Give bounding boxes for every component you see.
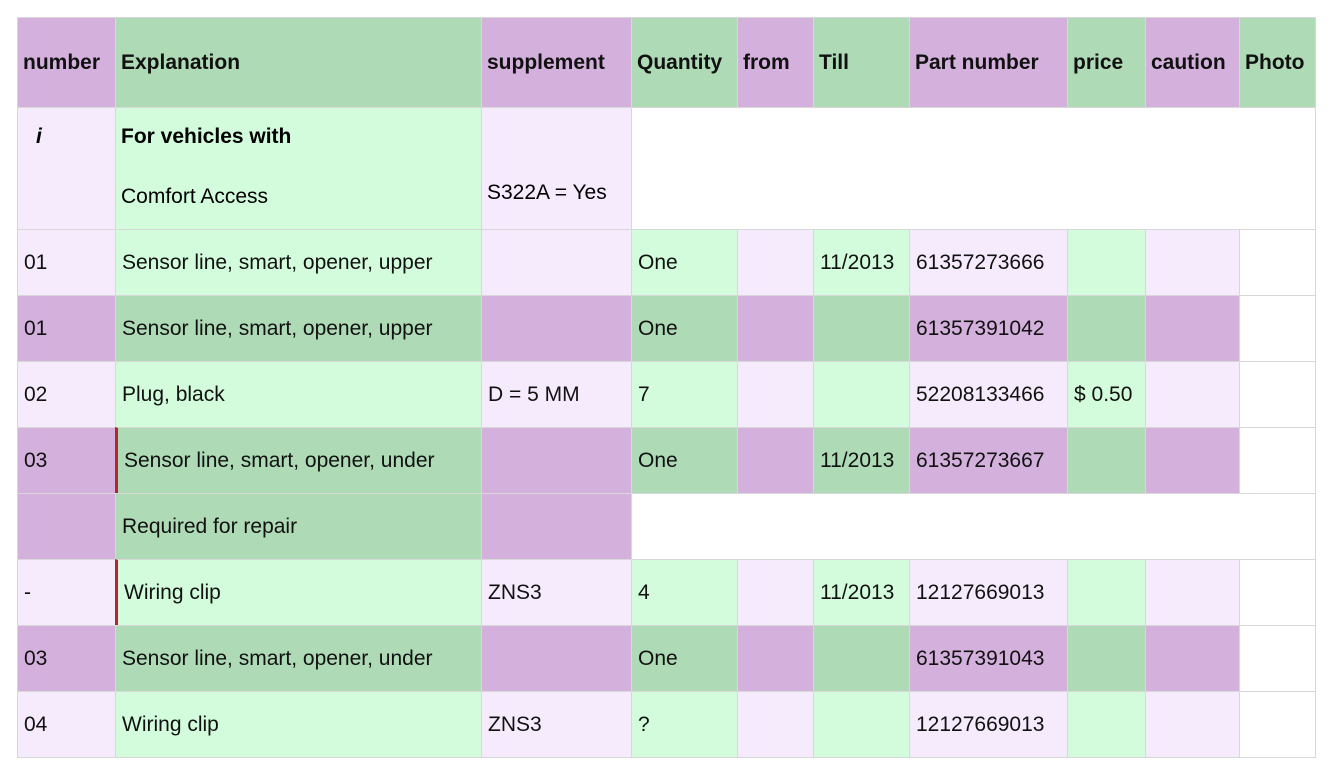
- from-cell: [737, 691, 814, 758]
- empty-span: [631, 493, 1316, 560]
- note-explanation: [115, 107, 482, 230]
- caution-cell: [1145, 559, 1240, 626]
- note-supplement: S322A = Yes: [487, 181, 607, 204]
- supplement-cell: ZNS3: [481, 559, 632, 626]
- column-header: Explanation: [115, 17, 482, 108]
- price-cell: [1067, 427, 1146, 494]
- explanation-cell: Wiring clip: [115, 559, 482, 626]
- supplement-cell: [481, 493, 632, 560]
- price-cell: [1067, 295, 1146, 362]
- from-cell: [737, 361, 814, 428]
- column-header: supplement: [481, 17, 632, 108]
- till-cell: [813, 625, 910, 692]
- number-cell: 01: [17, 295, 116, 362]
- price-cell: [1067, 691, 1146, 758]
- part-number-cell: 61357391042: [909, 295, 1068, 362]
- from-cell: [737, 625, 814, 692]
- supplement-cell: D = 5 MM: [481, 361, 632, 428]
- photo-cell: [1239, 625, 1316, 692]
- till-cell: 11/2013: [813, 427, 910, 494]
- column-header: from: [737, 17, 814, 108]
- column-header: Quantity: [631, 17, 738, 108]
- part-number-cell: 61357273666: [909, 229, 1068, 296]
- caution-cell: [1145, 361, 1240, 428]
- explanation-cell: Sensor line, smart, opener, upper: [115, 295, 482, 362]
- number-cell: 02: [17, 361, 116, 428]
- caution-cell: [1145, 295, 1240, 362]
- from-cell: [737, 295, 814, 362]
- quantity-cell: 7: [631, 361, 738, 428]
- caution-cell: [1145, 691, 1240, 758]
- supplement-cell: [481, 229, 632, 296]
- quantity-cell: One: [631, 229, 738, 296]
- part-number-cell: 52208133466: [909, 361, 1068, 428]
- till-cell: [813, 361, 910, 428]
- till-cell: 11/2013: [813, 229, 910, 296]
- info-icon: i: [36, 125, 42, 148]
- price-cell: $ 0.50: [1067, 361, 1146, 428]
- column-header: caution: [1145, 17, 1240, 108]
- note-supplement: [481, 107, 632, 230]
- column-header: Part number: [909, 17, 1068, 108]
- from-cell: [737, 229, 814, 296]
- quantity-cell: ?: [631, 691, 738, 758]
- photo-cell: [1239, 361, 1316, 428]
- caution-cell: [1145, 427, 1240, 494]
- quantity-cell: One: [631, 427, 738, 494]
- column-header: Till: [813, 17, 910, 108]
- photo-cell: [1239, 229, 1316, 296]
- note-title: For vehicles with: [121, 125, 292, 148]
- photo-cell: [1239, 691, 1316, 758]
- quantity-cell: 4: [631, 559, 738, 626]
- supplement-cell: [481, 625, 632, 692]
- column-header: price: [1067, 17, 1146, 108]
- price-cell: [1067, 229, 1146, 296]
- note-text: Comfort Access: [121, 185, 269, 208]
- till-cell: [813, 295, 910, 362]
- note-number: [17, 107, 116, 230]
- photo-cell: [1239, 295, 1316, 362]
- price-cell: [1067, 625, 1146, 692]
- supplement-cell: [481, 427, 632, 494]
- number-cell: 04: [17, 691, 116, 758]
- explanation-cell: Sensor line, smart, opener, upper: [115, 229, 482, 296]
- supplement-cell: ZNS3: [481, 691, 632, 758]
- explanation-cell: Wiring clip: [115, 691, 482, 758]
- part-number-cell: 12127669013: [909, 691, 1068, 758]
- part-number-cell: 61357273667: [909, 427, 1068, 494]
- from-cell: [737, 559, 814, 626]
- caution-cell: [1145, 229, 1240, 296]
- photo-cell: [1239, 427, 1316, 494]
- quantity-cell: One: [631, 625, 738, 692]
- column-header: Photo: [1239, 17, 1316, 108]
- part-number-cell: 61357391043: [909, 625, 1068, 692]
- till-cell: 11/2013: [813, 559, 910, 626]
- number-cell: 03: [17, 427, 116, 494]
- empty-span: [631, 107, 1316, 230]
- column-header: number: [17, 17, 116, 108]
- explanation-cell: Sensor line, smart, opener, under: [115, 427, 482, 494]
- till-cell: [813, 691, 910, 758]
- part-number-cell: 12127669013: [909, 559, 1068, 626]
- explanation-cell: Sensor line, smart, opener, under: [115, 625, 482, 692]
- number-cell: -: [17, 559, 116, 626]
- price-cell: [1067, 559, 1146, 626]
- quantity-cell: One: [631, 295, 738, 362]
- explanation-cell: Required for repair: [115, 493, 482, 560]
- from-cell: [737, 427, 814, 494]
- explanation-cell: Plug, black: [115, 361, 482, 428]
- number-cell: 03: [17, 625, 116, 692]
- caution-cell: [1145, 625, 1240, 692]
- photo-cell: [1239, 559, 1316, 626]
- supplement-cell: [481, 295, 632, 362]
- number-cell: [17, 493, 116, 560]
- number-cell: 01: [17, 229, 116, 296]
